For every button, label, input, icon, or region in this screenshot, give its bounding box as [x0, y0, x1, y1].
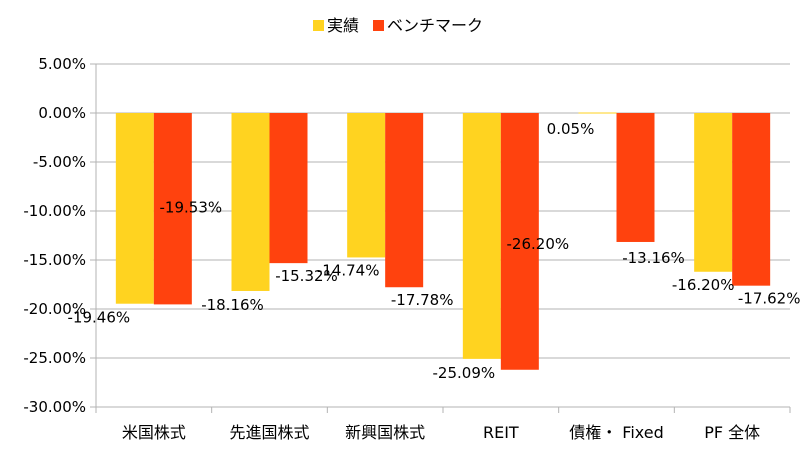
x-category-label: PF 全体: [704, 423, 760, 442]
data-label: -25.09%: [433, 364, 496, 382]
data-label: -15.32%: [275, 267, 338, 285]
data-label: -17.62%: [738, 290, 801, 308]
bar-actual: [347, 113, 386, 258]
bar-actual: [115, 113, 154, 304]
y-tick-label: -10.00%: [23, 202, 86, 220]
data-label: -18.16%: [201, 296, 264, 314]
data-labels: -19.46% -18.16% -14.74% -25.09% 0.05% -16.20%…: [68, 120, 801, 382]
data-label: -13.16%: [622, 249, 685, 267]
legend-label: 実績: [327, 16, 359, 35]
grid-lines: [96, 63, 790, 408]
y-tick-label: 0.00%: [38, 104, 86, 122]
data-label: -17.78%: [391, 291, 454, 309]
bars: [115, 112, 771, 370]
bar-actual: [462, 113, 501, 359]
bar-actual: [694, 113, 733, 272]
data-label: -16.20%: [672, 276, 735, 294]
bar-actual: [231, 113, 270, 291]
x-category-label: 新興国株式: [345, 423, 425, 442]
legend-swatch: [313, 20, 324, 31]
bar-benchmark: [500, 113, 539, 370]
legend-swatch: [373, 20, 384, 31]
bar-benchmark: [732, 113, 771, 286]
bar-benchmark: [616, 113, 655, 242]
data-label: -19.46%: [68, 309, 131, 327]
data-label: 0.05%: [547, 120, 595, 138]
x-category-label: 債権・ Fixed: [569, 423, 664, 442]
bar-benchmark: [153, 113, 192, 305]
data-label: -19.53%: [160, 198, 223, 216]
x-category-label: REIT: [483, 423, 519, 442]
y-tick-label: -30.00%: [23, 398, 86, 416]
y-tick-label: -5.00%: [33, 153, 86, 171]
data-label: -26.20%: [507, 235, 570, 253]
legend-label: ベンチマーク: [387, 16, 483, 35]
x-category-label: 先進国株式: [229, 423, 309, 442]
axes: 5.00% 0.00% -5.00% -10.00% -15.00% -20.00% -25…: [23, 55, 791, 442]
y-tick-label: -15.00%: [23, 251, 86, 269]
x-category-label: 米国株式: [122, 423, 186, 442]
y-tick-label: 5.00%: [38, 55, 86, 73]
y-tick-label: -25.00%: [23, 349, 86, 367]
bar-actual: [578, 112, 617, 114]
bar-benchmark: [385, 113, 424, 288]
data-label: -14.74%: [317, 261, 380, 279]
bar-benchmark: [269, 113, 308, 264]
y-tick-label: -20.00%: [23, 300, 86, 318]
legend: 実績 ベンチマーク: [313, 16, 483, 35]
